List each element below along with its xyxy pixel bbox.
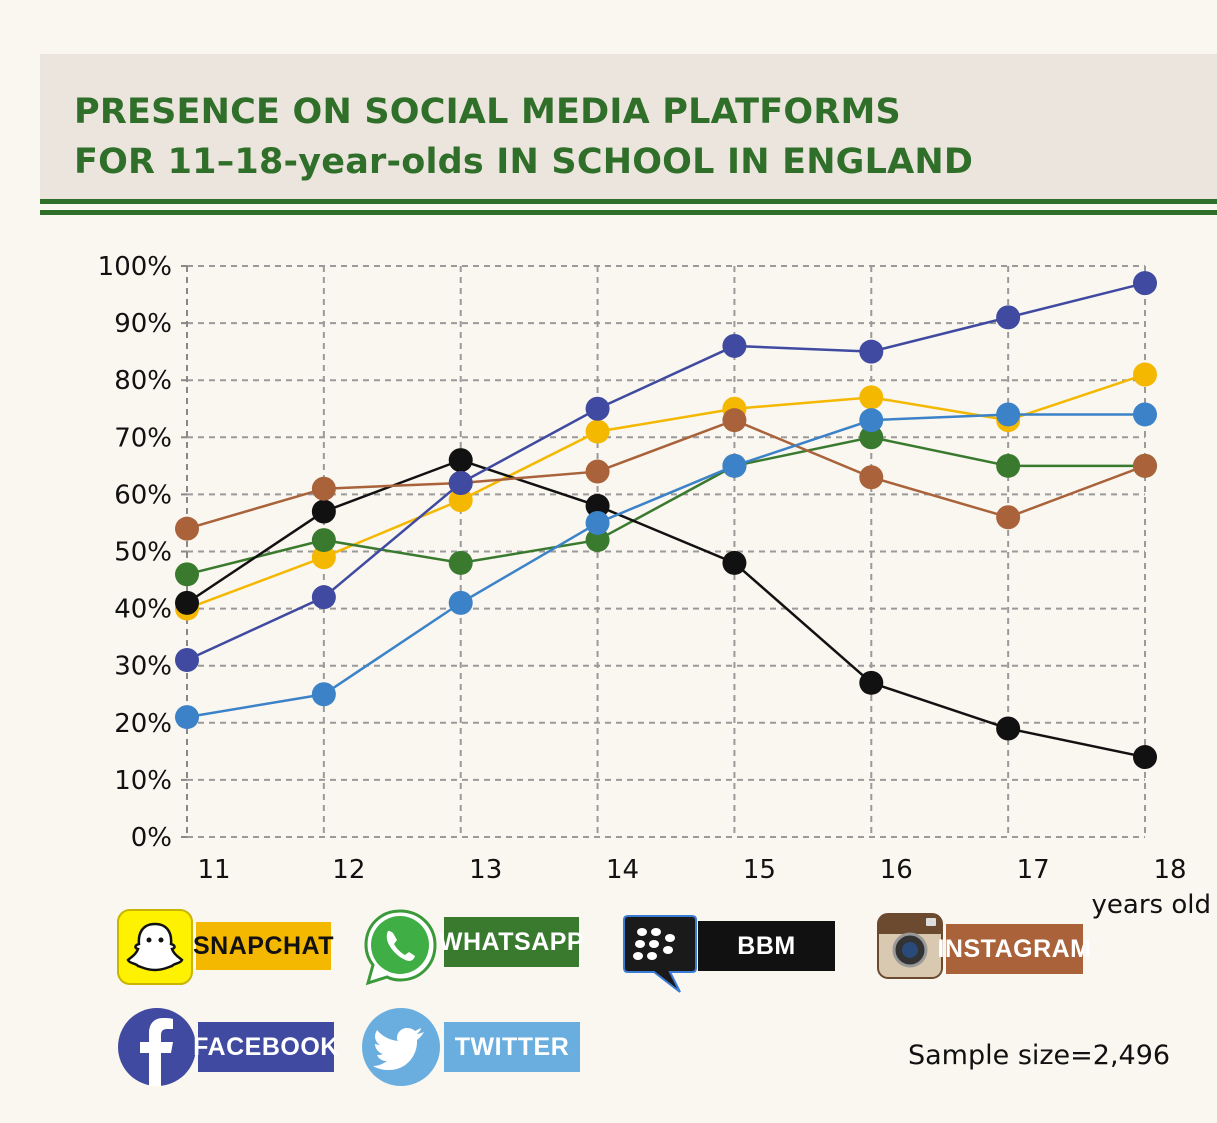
data-point-whatsapp — [859, 425, 884, 450]
chart-title-line-2: FOR 11–18-year-olds IN SCHOOL IN ENGLAND — [74, 142, 974, 182]
title-rule-top — [40, 199, 1217, 204]
data-point-facebook — [722, 333, 747, 358]
data-point-bbm — [859, 670, 884, 695]
y-tick-label: 50% — [114, 538, 172, 568]
data-point-bbm — [722, 550, 747, 575]
data-point-twitter — [996, 402, 1021, 427]
twitter-bird-icon — [362, 1008, 440, 1086]
legend-swatch-bbm: BBM — [698, 921, 835, 971]
legend-swatch-twitter: TWITTER — [444, 1022, 580, 1072]
legend-swatch-whatsapp: WHATSAPP — [439, 917, 584, 967]
x-axis-label: years old — [1092, 890, 1211, 920]
y-tick-label: 20% — [114, 709, 172, 739]
sample-size-note: Sample size=2,496 — [908, 1040, 1171, 1071]
data-point-twitter — [175, 705, 199, 730]
data-point-facebook — [859, 339, 884, 364]
y-tick-label: 80% — [114, 366, 172, 396]
y-tick-label: 10% — [114, 766, 172, 796]
data-point-instagram — [1133, 453, 1157, 478]
whatsapp-phone-icon — [364, 909, 437, 986]
series-line-whatsapp — [186, 436, 1145, 576]
series-line-facebook — [186, 281, 1146, 662]
y-tick-label: 40% — [114, 595, 172, 625]
title-band — [40, 54, 1217, 200]
legend-label-instagram: INSTAGRAM — [937, 934, 1092, 963]
data-point-snapchat — [311, 545, 336, 570]
data-point-twitter — [311, 682, 336, 707]
blackberry-messenger-icon — [623, 915, 697, 993]
series-line-instagram — [186, 418, 1146, 530]
data-point-bbm — [175, 590, 199, 615]
y-tick-label: 70% — [114, 423, 172, 453]
data-point-instagram — [175, 516, 199, 541]
y-tick-label: 90% — [114, 309, 172, 339]
data-point-instagram — [996, 505, 1021, 530]
data-point-facebook — [311, 585, 336, 610]
data-point-whatsapp — [448, 550, 473, 575]
data-point-bbm — [585, 493, 610, 518]
y-tick-label: 100% — [98, 252, 172, 282]
data-point-bbm — [448, 448, 473, 473]
series-line-bbm — [186, 458, 1146, 759]
data-point-whatsapp — [175, 562, 199, 587]
legend-swatch-facebook: FACEBOOK — [193, 1022, 338, 1072]
data-point-twitter — [722, 453, 747, 478]
x-tick-label: 13 — [469, 855, 502, 885]
data-point-facebook — [175, 647, 199, 672]
data-point-bbm — [1133, 745, 1157, 770]
y-tick-label: 30% — [114, 652, 172, 682]
data-point-instagram — [859, 465, 884, 490]
legend-swatch-instagram: INSTAGRAM — [937, 924, 1091, 974]
data-point-twitter — [585, 510, 610, 535]
y-tick-label: 0% — [131, 823, 172, 853]
data-point-snapchat — [1133, 362, 1157, 387]
facebook-f-icon — [118, 1008, 196, 1086]
series-line-twitter — [186, 413, 1145, 719]
x-tick-label: 18 — [1153, 855, 1186, 885]
x-tick-label: 11 — [197, 855, 230, 885]
data-point-twitter — [1133, 402, 1157, 427]
data-point-snapchat — [448, 488, 473, 513]
data-point-whatsapp — [996, 453, 1021, 478]
x-tick-label: 16 — [880, 855, 913, 885]
data-point-snapchat — [585, 419, 610, 444]
data-point-instagram — [722, 408, 747, 433]
legend-label-twitter: TWITTER — [454, 1032, 570, 1061]
legend-label-facebook: FACEBOOK — [193, 1032, 339, 1061]
chart-title-line-1: PRESENCE ON SOCIAL MEDIA PLATFORMS — [74, 92, 901, 132]
legend-label-snapchat: SNAPCHAT — [192, 931, 335, 960]
legend-label-whatsapp: WHATSAPP — [438, 927, 585, 956]
x-tick-label: 15 — [743, 855, 776, 885]
data-point-instagram — [585, 459, 610, 484]
x-tick-label: 17 — [1017, 855, 1050, 885]
legend-swatch-snapchat: SNAPCHAT — [192, 922, 335, 970]
data-point-facebook — [996, 305, 1021, 330]
data-point-bbm — [311, 499, 336, 524]
data-point-snapchat — [859, 385, 884, 410]
data-point-bbm — [996, 716, 1021, 741]
x-tick-label: 14 — [606, 855, 639, 885]
title-rule-bottom — [40, 210, 1217, 215]
snapchat-ghost-icon — [117, 909, 193, 985]
data-point-facebook — [585, 396, 610, 421]
data-point-whatsapp — [585, 528, 610, 553]
instagram-camera-icon — [877, 913, 943, 979]
data-point-facebook — [1133, 271, 1157, 296]
data-point-twitter — [859, 408, 884, 433]
x-tick-label: 12 — [332, 855, 365, 885]
y-tick-label: 60% — [114, 480, 172, 510]
data-point-whatsapp — [311, 528, 336, 553]
data-point-instagram — [311, 476, 336, 501]
data-point-facebook — [448, 470, 473, 495]
legend-label-bbm: BBM — [737, 931, 796, 960]
data-point-twitter — [448, 590, 473, 615]
